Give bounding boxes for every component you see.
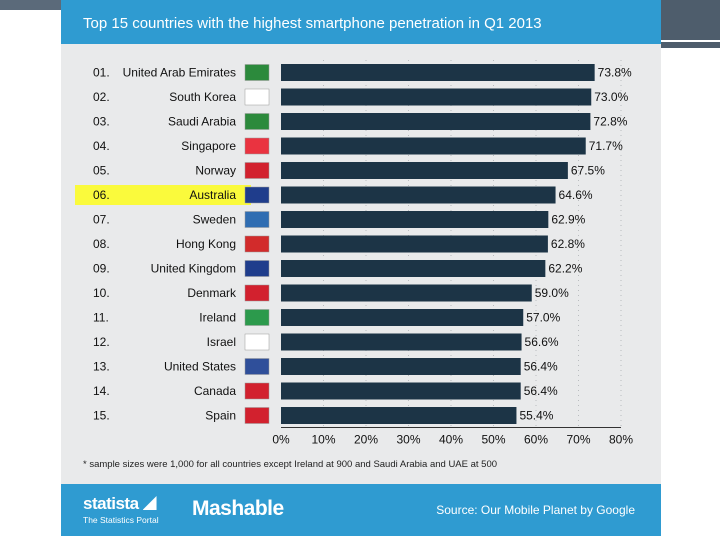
value-label: 57.0% bbox=[526, 311, 560, 325]
value-label: 67.5% bbox=[571, 164, 605, 178]
value-label: 55.4% bbox=[519, 409, 553, 423]
flag-icon bbox=[244, 186, 270, 204]
data-bar bbox=[281, 113, 591, 130]
flag-icon bbox=[244, 113, 270, 130]
value-label: 56.4% bbox=[524, 384, 558, 398]
category-label: United Arab Emirates bbox=[123, 66, 236, 80]
category-label: United States bbox=[164, 360, 236, 374]
flag-icon bbox=[244, 284, 270, 302]
data-bar bbox=[281, 407, 517, 424]
data-bar bbox=[281, 358, 521, 375]
footer-bar: statista The Statistics Portal Mashable … bbox=[61, 484, 661, 536]
rank-label: 02. bbox=[93, 90, 110, 104]
category-label: South Korea bbox=[169, 90, 236, 104]
rank-label: 10. bbox=[93, 286, 110, 300]
data-bar bbox=[281, 260, 546, 277]
footnote: * sample sizes were 1,000 for all countr… bbox=[83, 459, 498, 470]
x-tick-label: 10% bbox=[311, 433, 335, 447]
flag-icon bbox=[244, 162, 270, 179]
flag-icon bbox=[244, 309, 270, 326]
value-label: 59.0% bbox=[535, 286, 569, 300]
x-tick-label: 70% bbox=[566, 433, 590, 447]
rank-label: 12. bbox=[93, 335, 110, 349]
x-tick-label: 40% bbox=[439, 433, 463, 447]
category-label: Saudi Arabia bbox=[168, 115, 236, 129]
value-label: 62.8% bbox=[551, 237, 585, 251]
rank-label: 11. bbox=[93, 311, 109, 325]
data-bar bbox=[281, 333, 522, 351]
x-tick-label: 60% bbox=[524, 433, 548, 447]
flag-icon bbox=[244, 407, 270, 424]
value-label: 73.8% bbox=[598, 66, 632, 80]
x-tick-label: 80% bbox=[609, 433, 633, 447]
value-label: 73.0% bbox=[594, 90, 628, 104]
rank-label: 09. bbox=[93, 262, 110, 276]
flag-icon bbox=[244, 88, 270, 106]
x-tick-label: 20% bbox=[354, 433, 378, 447]
data-bar bbox=[281, 162, 568, 179]
category-label: Canada bbox=[194, 384, 236, 398]
data-bar bbox=[281, 64, 595, 81]
data-bar bbox=[281, 186, 556, 204]
flag-icon bbox=[244, 64, 270, 81]
source-note: Source: Our Mobile Planet by Google bbox=[436, 503, 635, 517]
category-label: United Kingdom bbox=[151, 262, 236, 276]
bar-chart: 01. United Arab Emirates 73.8% 02. South Kor… bbox=[75, 60, 633, 447]
rank-label: 05. bbox=[93, 164, 110, 178]
data-bar bbox=[281, 137, 586, 155]
flag-icon bbox=[244, 382, 270, 400]
x-tick-label: 30% bbox=[396, 433, 420, 447]
category-label: Australia bbox=[189, 188, 236, 202]
rank-label: 08. bbox=[93, 237, 110, 251]
value-label: 56.6% bbox=[525, 335, 559, 349]
title-bar: Top 15 countries with the highest smartp… bbox=[61, 0, 661, 44]
category-label: Spain bbox=[205, 409, 236, 423]
highlight-marker bbox=[75, 185, 251, 205]
value-label: 71.7% bbox=[589, 139, 623, 153]
flag-icon bbox=[244, 358, 270, 375]
statista-logo: statista bbox=[83, 494, 157, 514]
chart-title: Top 15 countries with the highest smartp… bbox=[83, 15, 542, 32]
category-label: Ireland bbox=[199, 311, 236, 325]
data-bar bbox=[281, 309, 524, 326]
flag-icon bbox=[244, 333, 270, 351]
rank-label: 07. bbox=[93, 213, 110, 227]
flag-icon bbox=[244, 137, 270, 155]
x-tick-label: 0% bbox=[272, 433, 290, 447]
category-label: Sweden bbox=[193, 213, 236, 227]
value-label: 62.9% bbox=[551, 213, 585, 227]
rank-label: 06. bbox=[93, 188, 110, 202]
category-label: Hong Kong bbox=[176, 237, 236, 251]
rank-label: 03. bbox=[93, 115, 110, 129]
value-label: 64.6% bbox=[559, 188, 593, 202]
statista-tagline: The Statistics Portal bbox=[83, 515, 159, 525]
rank-label: 15. bbox=[93, 409, 110, 423]
data-bar bbox=[281, 235, 548, 253]
slide-corner-line bbox=[658, 40, 720, 42]
rank-label: 13. bbox=[93, 360, 110, 374]
flag-icon bbox=[244, 211, 270, 228]
rank-label: 01. bbox=[93, 66, 110, 80]
data-bar bbox=[281, 88, 592, 106]
rank-label: 14. bbox=[93, 384, 110, 398]
data-bar bbox=[281, 382, 521, 400]
statista-mark-icon bbox=[142, 496, 157, 510]
infographic-panel: Top 15 countries with the highest smartp… bbox=[61, 0, 661, 536]
value-label: 72.8% bbox=[593, 115, 627, 129]
value-label: 56.4% bbox=[524, 360, 558, 374]
flag-icon bbox=[244, 260, 270, 277]
value-label: 62.2% bbox=[548, 262, 582, 276]
data-bar bbox=[281, 284, 532, 302]
category-label: Norway bbox=[195, 164, 236, 178]
data-bar bbox=[281, 211, 549, 228]
rank-label: 04. bbox=[93, 139, 110, 153]
x-tick-label: 50% bbox=[481, 433, 505, 447]
mashable-logo: Mashable bbox=[192, 497, 284, 520]
category-label: Israel bbox=[207, 335, 236, 349]
category-label: Singapore bbox=[181, 139, 236, 153]
category-label: Denmark bbox=[187, 286, 237, 300]
flag-icon bbox=[244, 235, 270, 253]
